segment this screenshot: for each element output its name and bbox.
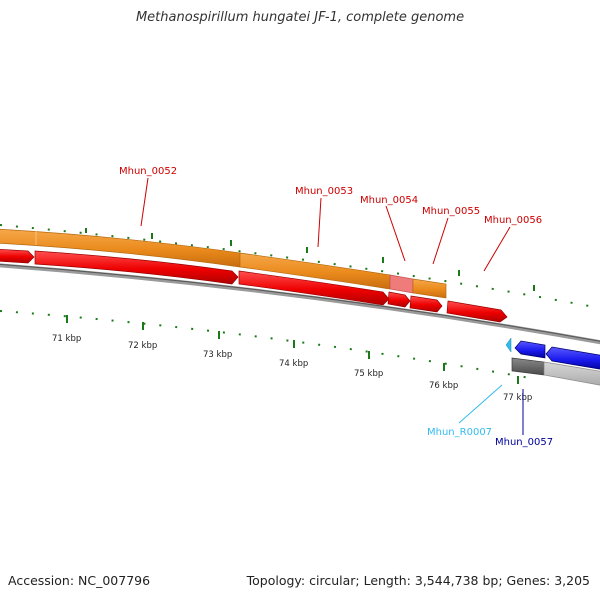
- scale-label: 73 kbp: [203, 350, 232, 360]
- scale-label: 75 kbp: [354, 369, 383, 379]
- gene-label-Mhun_0052[interactable]: Mhun_0052: [119, 166, 177, 177]
- reverse-track: [505, 337, 600, 386]
- gene-segment-orange[interactable]: [412, 278, 447, 299]
- scale-labels: 71 kbp 72 kbp 73 kbp 74 kbp 75 kbp 76 kb…: [52, 334, 532, 403]
- forward-gene-labels: Mhun_0052 Mhun_0053 Mhun_0054 Mhun_0055 …: [119, 166, 542, 272]
- scale-label: 77 kbp: [503, 393, 532, 403]
- genome-backbone: [0, 263, 600, 345]
- scale-label: 76 kbp: [429, 381, 458, 391]
- gene-arrow-red[interactable]: [387, 291, 411, 308]
- blue-arrow-icon[interactable]: [514, 340, 546, 359]
- gene-label-Mhun_0055[interactable]: Mhun_0055: [422, 206, 480, 217]
- accession-text: Accession: NC_007796: [8, 573, 151, 588]
- light-blue-arrow-icon[interactable]: [505, 337, 512, 353]
- inner-tick-track: [0, 310, 531, 384]
- forward-track-orange: [0, 228, 447, 299]
- genome-summary-text: Topology: circular; Length: 3,544,738 bp…: [246, 573, 590, 588]
- scale-label: 72 kbp: [128, 341, 157, 351]
- outer-tick-track: [0, 224, 600, 309]
- gene-segment-pink[interactable]: [389, 274, 414, 294]
- genome-title: Methanospirillum hungatei JF-1, complete…: [135, 10, 465, 25]
- blue-arrow-icon[interactable]: [545, 346, 600, 370]
- gene-arrow-red[interactable]: [0, 248, 35, 264]
- gene-label-Mhun_0057[interactable]: Mhun_0057: [495, 437, 553, 448]
- gene-label-Mhun_0056[interactable]: Mhun_0056: [484, 215, 542, 226]
- gene-segment-grey[interactable]: [543, 361, 600, 386]
- gene-arrow-red[interactable]: [409, 295, 443, 313]
- gene-label-Mhun_0053[interactable]: Mhun_0053: [295, 186, 353, 197]
- reverse-gene-labels: Mhun_R0007 Mhun_0057: [427, 384, 553, 448]
- gene-label-Mhun_R0007[interactable]: Mhun_R0007: [427, 427, 492, 438]
- scale-label: 74 kbp: [279, 359, 308, 369]
- gene-arrow-red[interactable]: [238, 270, 390, 306]
- gene-arrow-red[interactable]: [34, 250, 239, 285]
- gene-arrow-red[interactable]: [446, 300, 508, 323]
- scale-label: 71 kbp: [52, 334, 81, 344]
- gene-label-Mhun_0054[interactable]: Mhun_0054: [360, 195, 418, 206]
- gene-segment-darkgrey[interactable]: [511, 357, 545, 376]
- forward-track-red: [0, 248, 508, 323]
